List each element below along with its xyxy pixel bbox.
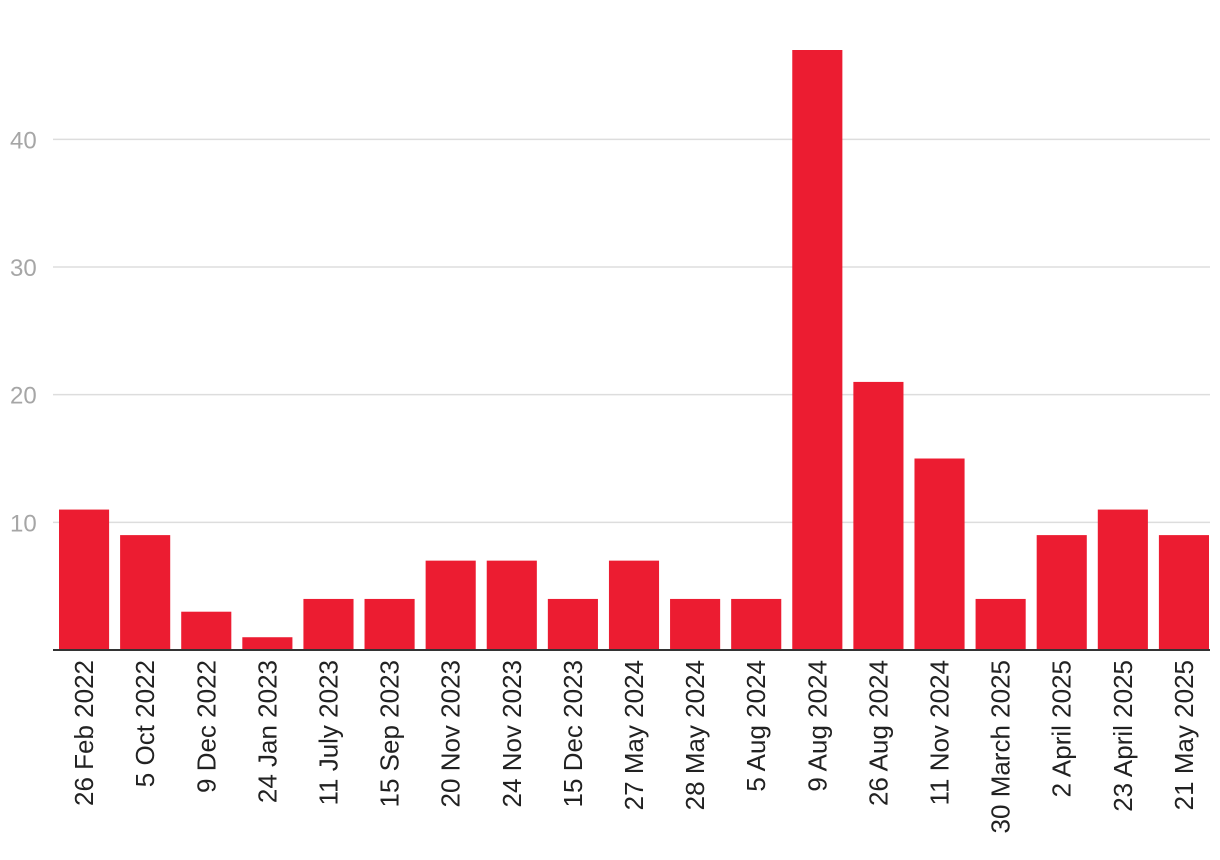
x-tick-label: 15 Sep 2023 <box>375 660 405 807</box>
x-tick-label: 24 Jan 2023 <box>252 660 282 803</box>
x-tick-label: 5 Aug 2024 <box>741 660 771 792</box>
bar <box>670 598 721 650</box>
bar <box>303 598 354 650</box>
bar <box>486 560 537 650</box>
x-tick-label: 28 May 2024 <box>680 660 710 810</box>
x-axis-ticks: 26 Feb 2022 5 Oct 2022 9 Dec 2022 24 Jan 20… <box>69 660 1199 833</box>
bar <box>425 560 476 650</box>
x-tick-label: 11 Nov 2024 <box>925 660 955 806</box>
bar <box>1158 535 1210 650</box>
bar <box>608 560 660 650</box>
bar <box>975 598 1026 650</box>
x-tick-label: 26 Feb 2022 <box>69 660 99 806</box>
bar <box>914 458 965 650</box>
x-tick-label: 23 April 2025 <box>1108 660 1138 812</box>
bars <box>59 50 1210 650</box>
x-tick-label: 27 May 2024 <box>619 660 649 810</box>
bar <box>1036 535 1087 650</box>
bar <box>120 535 171 650</box>
x-tick-label: 11 July 2023 <box>313 660 343 806</box>
x-tick-label: 15 Dec 2023 <box>558 660 588 807</box>
bar <box>242 637 293 650</box>
y-tick-label: 20 <box>10 383 37 410</box>
x-tick-label: 26 Aug 2024 <box>863 660 893 806</box>
bar <box>792 50 843 650</box>
y-axis-ticks: 10 20 30 40 <box>10 127 37 537</box>
gridlines <box>53 138 1210 524</box>
x-tick-label: 21 May 2025 <box>1169 660 1199 810</box>
bar <box>853 381 904 650</box>
bar <box>181 611 232 650</box>
x-tick-label: 9 Dec 2022 <box>191 660 221 793</box>
bar <box>364 598 415 650</box>
x-tick-label: 20 Nov 2023 <box>436 660 466 807</box>
x-tick-label: 9 Aug 2024 <box>802 660 832 792</box>
x-tick-label: 5 Oct 2022 <box>130 660 160 787</box>
bar <box>731 598 782 650</box>
y-tick-label: 10 <box>10 510 37 537</box>
bar <box>547 598 598 650</box>
x-tick-label: 30 March 2025 <box>986 660 1016 833</box>
y-tick-label: 30 <box>10 255 37 282</box>
x-tick-label: 24 Nov 2023 <box>497 660 527 807</box>
bar <box>1097 509 1148 650</box>
x-tick-label: 2 April 2025 <box>1047 660 1077 797</box>
y-tick-label: 40 <box>10 127 37 154</box>
bar <box>59 509 110 650</box>
